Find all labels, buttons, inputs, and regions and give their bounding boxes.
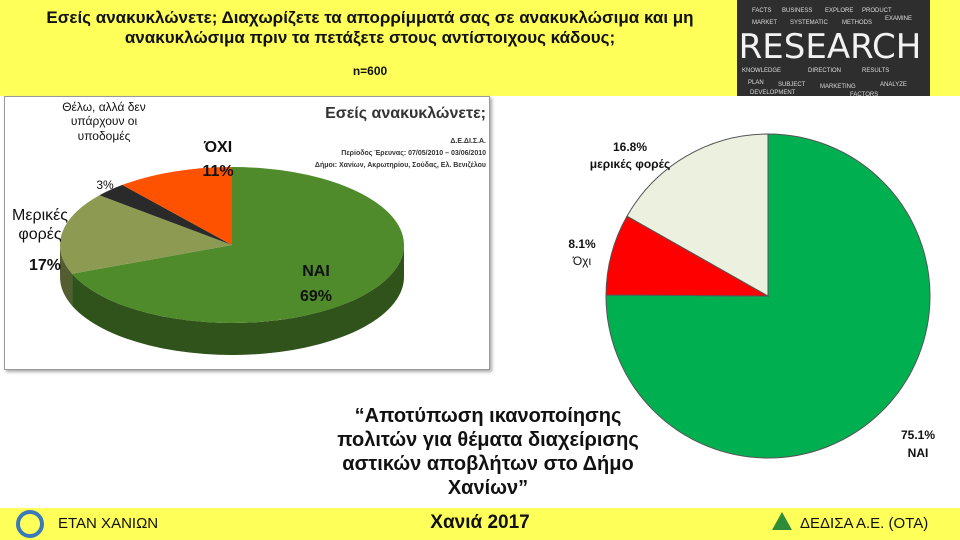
chart-source: Δήμοι: Χανίων, Ακρωτηρίου, Σούδας, Ελ. Β… bbox=[314, 162, 486, 169]
category-label: Μερικές φορές bbox=[12, 207, 68, 244]
footer-right: ΔΕΔΙΣΑ Α.Ε. (ΟΤΑ) bbox=[800, 515, 929, 532]
footer-center: Χανιά 2017 bbox=[430, 512, 530, 533]
category-label: ΝΑΙ bbox=[302, 263, 330, 280]
header-title: Εσείς ανακυκλώνετε; Διαχωρίζετε τα απορρ… bbox=[46, 8, 694, 48]
value-label: 11% bbox=[202, 163, 234, 180]
footer-bar bbox=[0, 508, 960, 540]
sample-size: n=600 bbox=[352, 64, 388, 78]
slice-top bbox=[605, 215, 770, 297]
value-label: 3% bbox=[96, 178, 114, 192]
value-label: 17% bbox=[28, 257, 62, 274]
value-label: 8.1% bbox=[568, 237, 596, 251]
footer-left: ΕΤΑΝ ΧΑΝΙΩΝ bbox=[58, 515, 159, 532]
chart-source: Περίοδος Έρευνας: 07/05/2010 – 03/06/201… bbox=[341, 150, 486, 157]
pie-slice bbox=[605, 215, 770, 297]
category-label: ΌΧΙ bbox=[203, 139, 233, 156]
value-label: 69% bbox=[299, 288, 333, 305]
value-label: 16.8% bbox=[612, 140, 648, 154]
value-label: 75.1% bbox=[900, 428, 936, 442]
chart-source: Δ.Ε.ΔΙ.Σ.Α. bbox=[450, 138, 486, 145]
category-label: μερικές φορές bbox=[589, 157, 671, 171]
caption: “Αποτύπωση ικανοποίησης πολιτών για θέμα… bbox=[337, 405, 639, 499]
chart-title: Εσείς ανακυκλώνετε; bbox=[325, 105, 486, 122]
category-label: ΝΑΙ bbox=[907, 446, 929, 460]
category-label: Θέλω, αλλά δεν υπάρχουν οι υποδομές bbox=[62, 100, 146, 143]
category-label: Όχι bbox=[572, 254, 592, 268]
